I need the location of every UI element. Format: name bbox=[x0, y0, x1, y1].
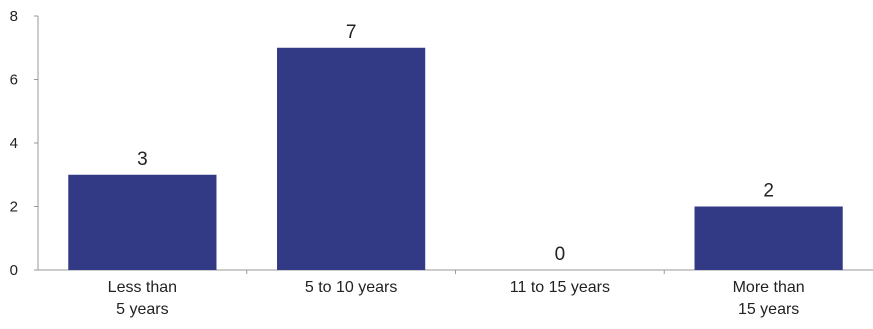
x-category-label: 11 to 15 years bbox=[510, 279, 610, 296]
bar bbox=[277, 47, 426, 270]
x-category-label-line: More than bbox=[733, 279, 805, 296]
x-category-label-line: Less than bbox=[108, 279, 177, 296]
y-tick-label: 2 bbox=[10, 199, 18, 216]
x-category-label-line: 5 years bbox=[116, 301, 168, 318]
data-label: 2 bbox=[763, 181, 774, 202]
bar bbox=[694, 206, 843, 270]
data-label: 0 bbox=[555, 244, 566, 265]
y-tick-label: 6 bbox=[10, 72, 18, 89]
x-category-label-line: 15 years bbox=[738, 301, 799, 318]
data-label: 7 bbox=[346, 22, 357, 43]
x-category-label-line: 11 to 15 years bbox=[510, 279, 610, 296]
data-label: 3 bbox=[137, 149, 148, 170]
x-category-label: 5 to 10 years bbox=[305, 279, 398, 296]
y-tick-label: 8 bbox=[10, 8, 18, 25]
x-category-label: Less than 5 years bbox=[108, 279, 177, 318]
x-category-label: More than 15 years bbox=[733, 279, 805, 318]
bar bbox=[68, 174, 217, 270]
x-category-label-line: 5 to 10 years bbox=[305, 279, 398, 296]
y-tick-label: 4 bbox=[10, 135, 18, 152]
y-tick-label: 0 bbox=[10, 262, 18, 279]
